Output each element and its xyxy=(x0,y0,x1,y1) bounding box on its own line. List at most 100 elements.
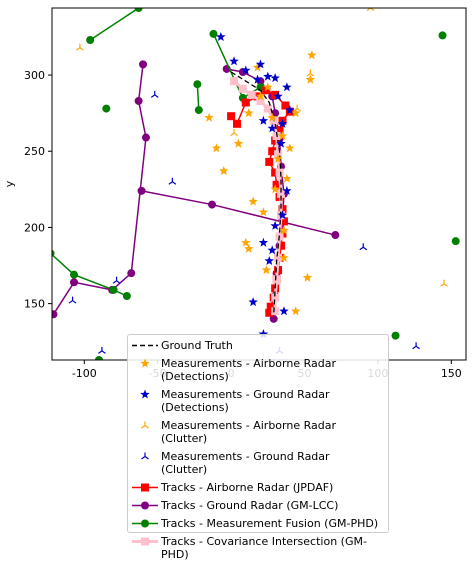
data-point xyxy=(241,65,251,75)
data-point xyxy=(285,105,295,115)
legend-item: Tracks - Airborne Radar (JPDAF) xyxy=(128,481,388,496)
series-1 xyxy=(204,50,317,316)
data-point xyxy=(255,91,266,101)
data-point xyxy=(241,237,251,247)
data-point xyxy=(279,217,288,226)
data-point xyxy=(279,225,289,235)
x-tick-label: -100 xyxy=(72,367,97,380)
legend-marker xyxy=(141,537,149,546)
legend-label: Tracks - Airborne Radar (JPDAF) xyxy=(161,481,334,494)
data-point xyxy=(141,133,150,142)
legend-label: Tracks - Ground Radar (GM-LCC) xyxy=(161,499,339,512)
data-point xyxy=(94,356,103,360)
y-tick-label: 250 xyxy=(24,145,45,158)
data-point xyxy=(277,118,288,128)
data-point xyxy=(290,306,301,316)
data-point xyxy=(293,104,302,112)
data-point xyxy=(391,331,400,340)
data-point xyxy=(277,241,286,250)
data-point xyxy=(230,128,238,136)
legend-marker xyxy=(141,519,149,528)
legend-item: Tracks - Ground Radar (GM-LCC) xyxy=(128,499,388,514)
data-point xyxy=(305,74,316,84)
data-point xyxy=(52,249,55,258)
data-point xyxy=(70,270,79,279)
data-point xyxy=(137,186,146,195)
series-line xyxy=(89,8,140,41)
data-point xyxy=(279,306,289,316)
data-point xyxy=(282,173,292,183)
legend-label: Tracks - Measurement Fusion (GM-PHD) xyxy=(161,517,379,530)
data-point xyxy=(271,168,280,177)
y-tick-label: 200 xyxy=(24,221,45,234)
legend-marker xyxy=(140,358,150,368)
legend-swatch xyxy=(140,358,150,368)
legend-swatch xyxy=(132,537,158,546)
data-point xyxy=(168,177,177,185)
data-point xyxy=(279,252,289,262)
data-point xyxy=(247,90,256,99)
data-point xyxy=(451,237,460,246)
legend-item: Measurements - Ground Radar (Clutter) xyxy=(128,450,388,478)
data-point xyxy=(233,138,244,148)
legend-item: Ground Truth xyxy=(128,339,388,354)
data-point xyxy=(268,147,277,156)
data-point xyxy=(263,104,272,113)
data-point xyxy=(282,82,292,92)
data-point xyxy=(271,293,280,302)
data-point xyxy=(285,143,295,153)
data-point xyxy=(273,153,283,163)
series-line xyxy=(233,80,283,312)
legend-label: Measurements - Airborne Radar (Detection… xyxy=(161,357,336,383)
legend-label: Ground Truth xyxy=(161,339,233,352)
y-tick-label: 300 xyxy=(24,69,45,82)
legend-label: Measurements - Airborne Radar (Clutter) xyxy=(161,419,336,445)
data-point xyxy=(86,36,95,44)
data-point xyxy=(273,91,283,101)
data-point xyxy=(150,90,159,98)
data-point xyxy=(204,112,214,122)
data-point xyxy=(134,8,143,12)
series-line xyxy=(52,253,128,297)
data-point xyxy=(277,131,288,140)
data-point xyxy=(216,32,226,41)
data-point xyxy=(264,256,274,265)
data-point xyxy=(276,138,286,148)
data-point xyxy=(265,157,274,166)
data-point xyxy=(229,56,239,66)
data-point xyxy=(366,8,375,11)
legend-swatch xyxy=(132,344,158,347)
legend-item: Measurements - Airborne Radar (Detection… xyxy=(128,357,388,385)
legend-marker xyxy=(141,421,149,429)
data-point xyxy=(219,166,229,176)
data-point xyxy=(267,112,277,122)
legend-marker xyxy=(141,483,149,492)
data-point xyxy=(252,74,263,84)
data-point xyxy=(193,80,202,89)
data-point xyxy=(331,231,340,240)
data-point xyxy=(139,60,148,69)
y-tick-label: 150 xyxy=(24,298,45,311)
data-point xyxy=(266,302,275,311)
data-point xyxy=(98,346,106,354)
data-point xyxy=(227,112,236,121)
data-point xyxy=(258,237,269,247)
data-point xyxy=(258,207,269,217)
data-point xyxy=(277,189,286,198)
legend-item: Tracks - Covariance Intersection (GM-PHD… xyxy=(128,535,388,561)
legend-swatch xyxy=(140,389,150,399)
data-point xyxy=(270,73,280,83)
data-point xyxy=(258,115,269,125)
data-point xyxy=(271,109,280,118)
legend-label: Measurements - Ground Radar (Clutter) xyxy=(161,450,330,476)
data-point xyxy=(241,98,250,107)
data-point xyxy=(440,279,448,287)
data-point xyxy=(263,71,273,81)
legend-marker xyxy=(141,452,149,460)
series-4 xyxy=(68,90,420,354)
legend-item: Measurements - Ground Radar (Detections) xyxy=(128,388,388,416)
legend-swatch xyxy=(141,452,149,460)
data-point xyxy=(271,136,280,145)
data-point xyxy=(272,180,281,189)
data-point xyxy=(230,77,239,86)
